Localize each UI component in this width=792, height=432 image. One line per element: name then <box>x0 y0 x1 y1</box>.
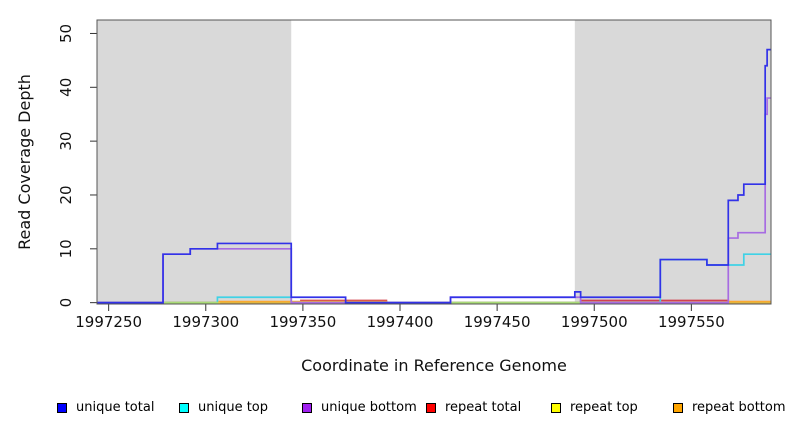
legend-label: repeat total <box>445 400 522 415</box>
shaded-region-1 <box>574 20 771 304</box>
x-tick-label: 1997450 <box>464 313 531 331</box>
legend-swatch-icon <box>57 403 67 413</box>
chart-legend: unique total unique top unique bottom repea… <box>0 396 792 422</box>
x-tick-label: 1997300 <box>172 313 239 331</box>
legend-label: repeat bottom <box>692 400 786 415</box>
legend-label: repeat top <box>570 400 638 415</box>
legend-swatch-icon <box>179 403 189 413</box>
legend-swatch-icon <box>551 403 561 413</box>
y-axis-title: Read Coverage Depth <box>15 74 34 250</box>
x-tick-label: 1997550 <box>658 313 725 331</box>
legend-item-unique-bottom: unique bottom <box>302 396 417 420</box>
legend-swatch-icon <box>673 403 683 413</box>
legend-item-unique-total: unique total <box>57 396 154 420</box>
x-tick-label: 1997350 <box>269 313 336 331</box>
x-tick-label: 1997500 <box>561 313 628 331</box>
series-line-unique-total <box>97 48 771 304</box>
y-tick-label: 50 <box>57 24 75 43</box>
plot-border <box>96 19 772 305</box>
legend-label: unique top <box>198 400 269 415</box>
legend-label: unique total <box>76 400 155 415</box>
y-tick-label: 30 <box>57 132 75 151</box>
legend-item-repeat-top: repeat top <box>551 396 638 420</box>
x-axis-title: Coordinate in Reference Genome <box>301 356 567 375</box>
x-tick-label: 1997250 <box>75 313 142 331</box>
y-tick-label: 20 <box>57 185 75 204</box>
legend-item-unique-top: unique top <box>179 396 268 420</box>
legend-item-repeat-total: repeat total <box>426 396 521 420</box>
legend-item-repeat-bottom: repeat bottom <box>673 396 786 420</box>
legend-swatch-icon <box>302 403 312 413</box>
y-tick-label: 40 <box>57 78 75 97</box>
y-tick-label: 10 <box>57 239 75 258</box>
chart-canvas: 1997250 1997300 1997350 1997400 1997450 19975… <box>15 19 772 375</box>
y-tick-label: 0 <box>57 298 75 308</box>
legend-swatch-icon <box>426 403 436 413</box>
legend-label: unique bottom <box>321 400 417 415</box>
shaded-region-0 <box>97 20 292 304</box>
x-tick-label: 1997400 <box>367 313 434 331</box>
